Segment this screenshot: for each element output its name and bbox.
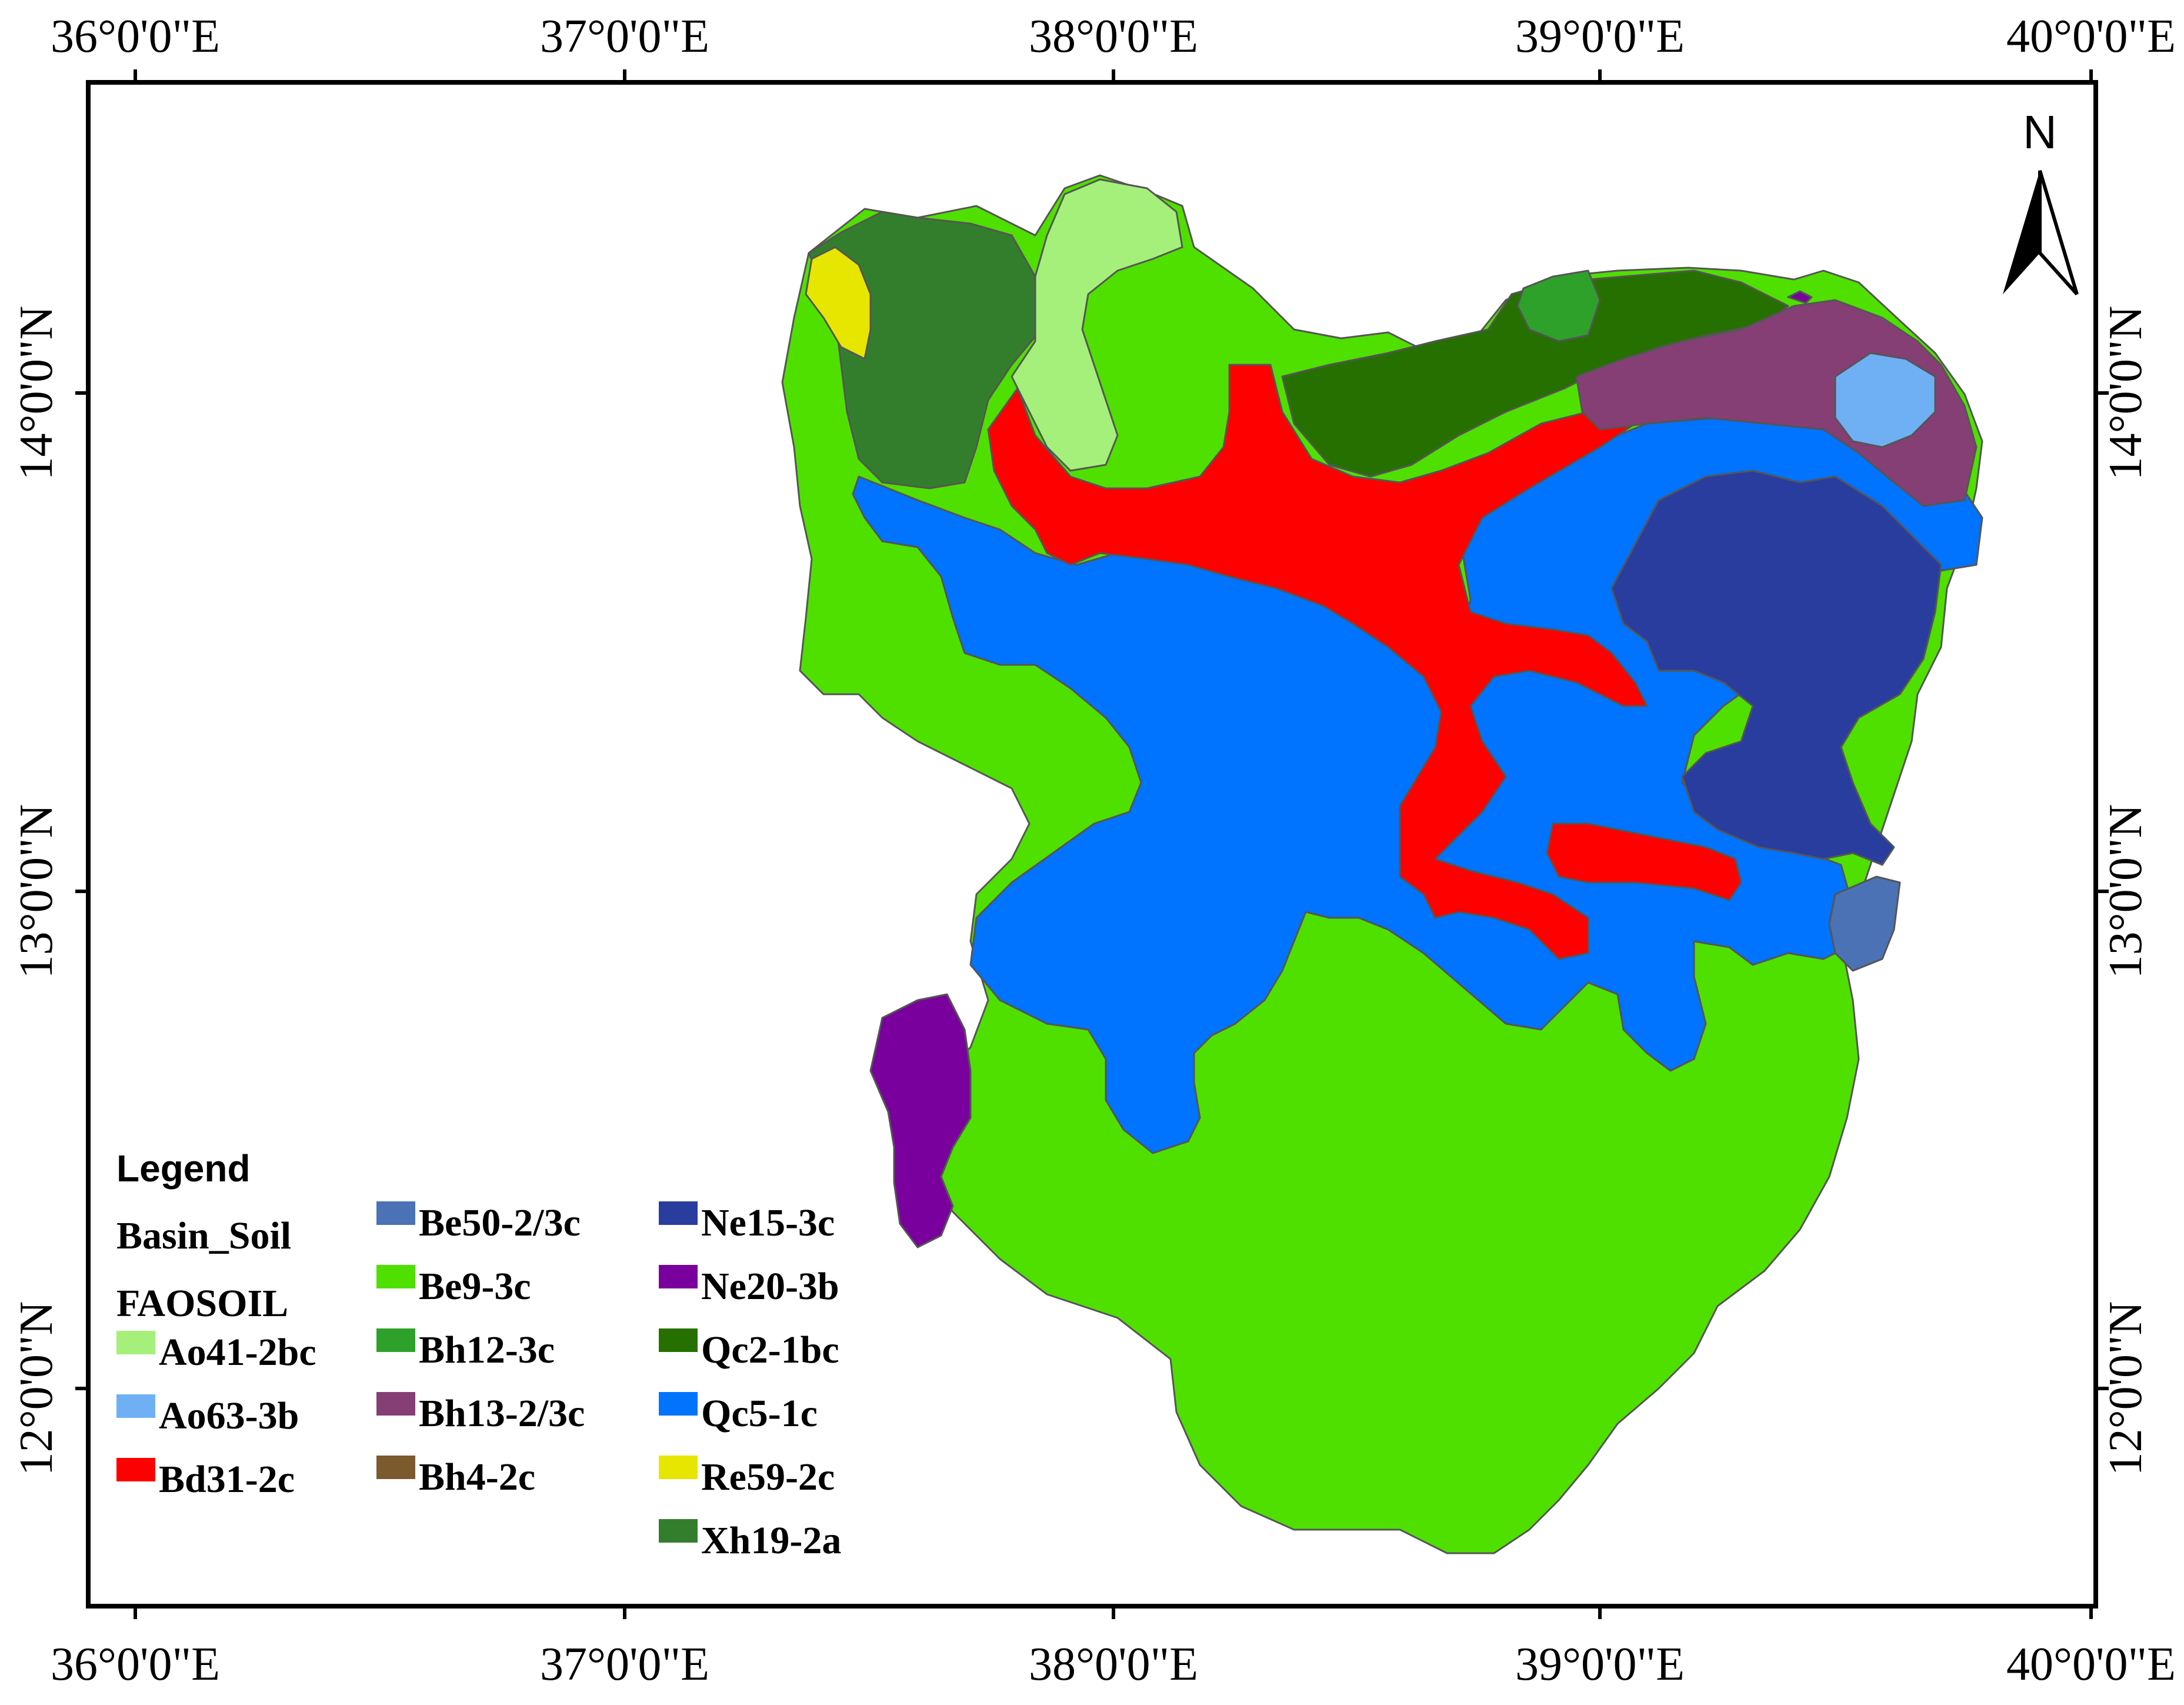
legend-item-label: Ao63-3b [159,1394,299,1437]
legend-item-label: Bd31-2c [159,1458,295,1501]
top-lon-label-36: 36°0'0"E [51,11,220,62]
soil-polygon-bh13-2-3c [1575,299,1978,507]
bottom-lon-label-37: 37°0'0"E [540,1639,709,1690]
legend-swatch [659,1456,698,1479]
top-lon-label-37: 37°0'0"E [540,11,709,62]
north-arrow-label: N [2023,106,2057,158]
legend-swatch [659,1519,698,1543]
north-arrow-icon [2003,170,2079,296]
soil-polygon-re59-2c [805,246,872,360]
legend-title: Legend [116,1147,251,1190]
legend-item-label: Be50-2/3c [419,1201,581,1244]
legend-swatch [659,1328,698,1352]
top-lon-label-38: 38°0'0"E [1029,11,1198,62]
left-lat-label-13: 13°0'0"N [11,804,62,979]
top-lon-label-39: 39°0'0"E [1515,11,1685,62]
legend-swatch [116,1394,155,1418]
soil-polygon-ao63-3b [1834,352,1936,448]
legend-item-label: Qc2-1bc [701,1328,839,1371]
bottom-longitude-labels: 36°0'0"E 37°0'0"E 38°0'0"E 39°0'0"E 40°0… [51,1639,2176,1690]
basin-polygons [781,174,1983,1554]
legend-swatch [116,1331,155,1354]
legend-item-label: Bh4-2c [419,1456,535,1498]
legend-swatch [376,1456,415,1479]
soil-polygon-bd31-2c-east [1546,822,1742,901]
bottom-lon-label-40: 40°0'0"E [2006,1639,2176,1690]
legend-item-label: Be9-3c [419,1265,531,1308]
soil-polygon-ne20-3b [869,993,972,1248]
soil-polygon-ne15-3c [1611,469,1942,866]
legend-field-name: FAOSOIL [116,1282,288,1325]
legend-swatch [376,1328,415,1352]
soil-polygon-xh19-2a [808,211,1042,489]
legend-items: Ao41-2bc Ao63-3b Bd31-2c Be50-2/3c Be9-3c Bh1… [116,1201,841,1562]
left-latitude-labels: 14°0'0"N 13°0'0"N 12°0'0"N [11,306,62,1476]
legend-swatch [376,1392,415,1416]
top-lon-label-40: 40°0'0"E [2006,11,2176,62]
legend-item-label: Ne15-3c [701,1201,835,1244]
left-lat-label-14: 14°0'0"N [11,306,62,481]
legend-item-label: Qc5-1c [701,1392,818,1435]
soil-polygon-be50-2-3c [1828,875,1901,972]
soil-polygon-bd31-2c [987,364,1648,960]
legend-swatch [376,1265,415,1288]
bottom-lon-label-38: 38°0'0"E [1029,1639,1198,1690]
soil-polygon-bh12-3c [1516,269,1601,342]
soil-polygon-ao41-2bc [1011,178,1183,472]
bottom-lon-label-36: 36°0'0"E [51,1639,220,1690]
legend-item-label: Ao41-2bc [159,1331,316,1374]
legend-swatch [659,1201,698,1225]
legend-layer-name: Basin_Soil [116,1214,291,1257]
legend-swatch [659,1392,698,1416]
north-arrow: N [2003,106,2079,296]
map-legend: Legend Basin_Soil FAOSOIL Ao41-2bc Ao63-3… [116,1147,841,1562]
bottom-lon-label-39: 39°0'0"E [1515,1639,1685,1690]
legend-item-label: Ne20-3b [701,1265,839,1308]
right-latitude-labels: 14°0'0"N 13°0'0"N 12°0'0"N [2100,306,2152,1476]
legend-item-label: Xh19-2a [701,1519,841,1562]
legend-swatch [116,1458,155,1481]
top-longitude-labels: 36°0'0"E 37°0'0"E 38°0'0"E 39°0'0"E 40°0… [51,11,2176,62]
soil-polygon-ne20-3b-north [1787,290,1813,304]
left-lat-label-12: 12°0'0"N [11,1301,62,1476]
legend-swatch [659,1265,698,1288]
legend-swatch [376,1201,415,1225]
legend-item-label: Re59-2c [701,1456,835,1498]
legend-item-label: Bh12-3c [419,1328,555,1371]
legend-item-label: Bh13-2/3c [419,1392,585,1435]
